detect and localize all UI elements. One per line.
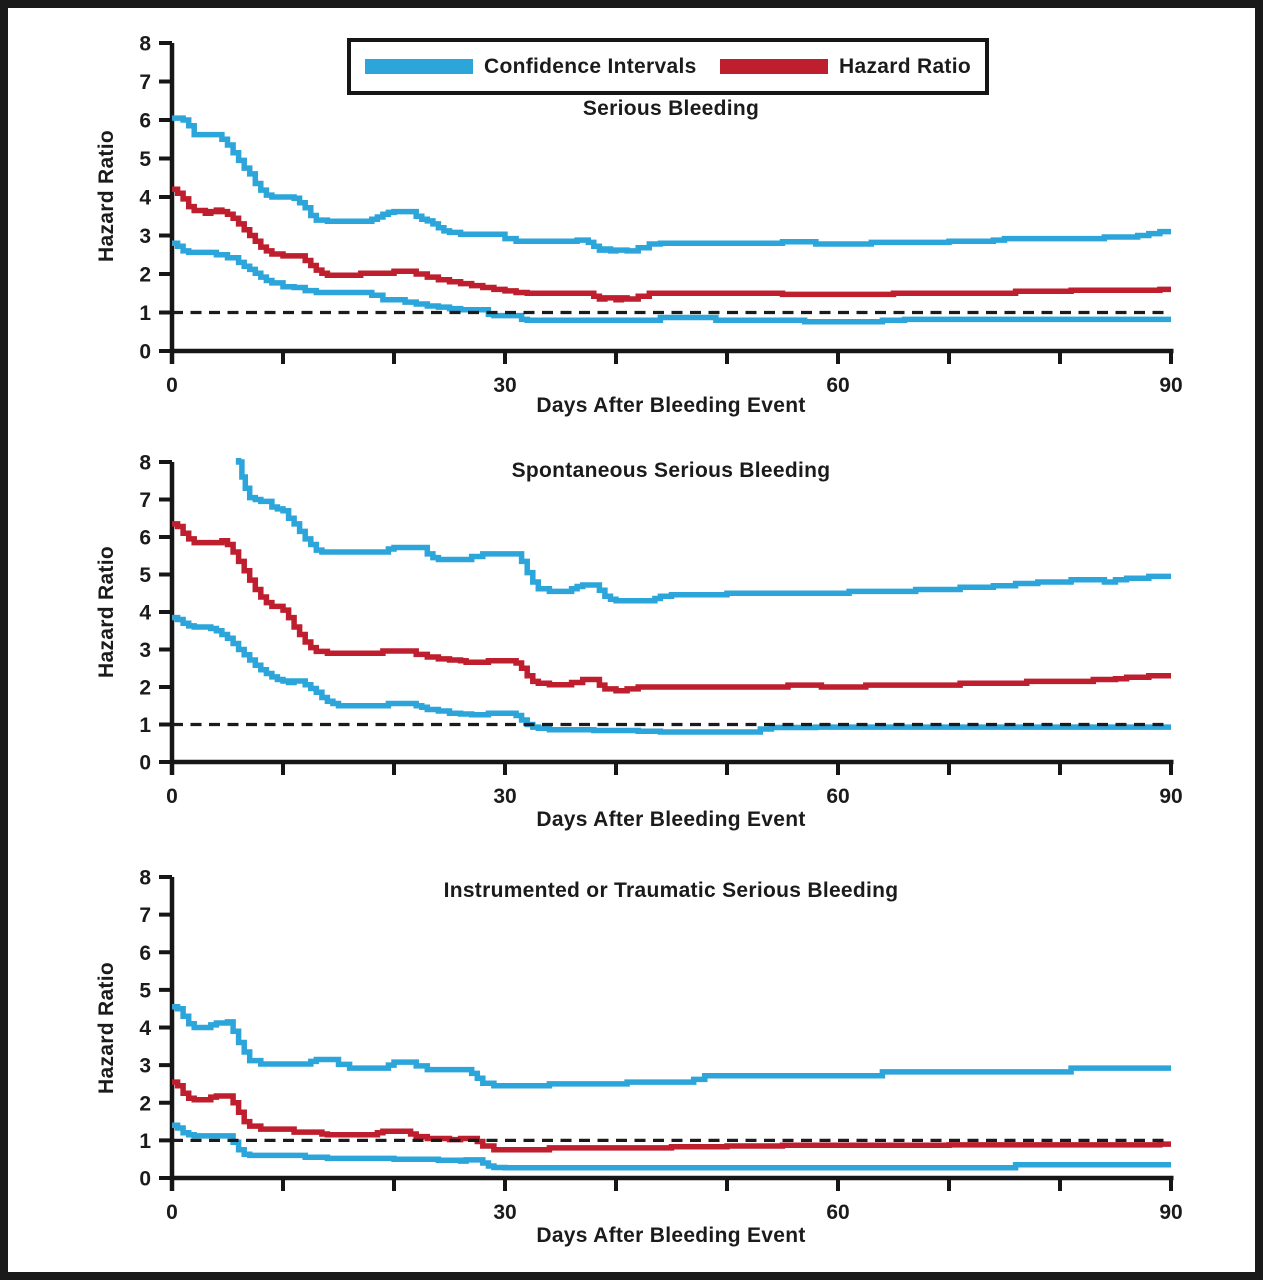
chart-2-x-tick-label: 30 bbox=[493, 785, 516, 808]
chart-2-y-tick-label: 7 bbox=[139, 489, 151, 512]
chart-3-y-axis-label: Hazard Ratio bbox=[95, 962, 118, 1094]
chart-3-y-tick-label: 8 bbox=[139, 867, 151, 890]
chart-1-y-tick-label: 6 bbox=[139, 110, 151, 133]
chart-1-series-lower_confidence_interval bbox=[172, 240, 1171, 325]
chart-2-y-tick-label: 5 bbox=[139, 564, 151, 587]
chart-2-y-tick-label: 1 bbox=[139, 714, 151, 737]
chart-1-x-tick-label: 90 bbox=[1159, 374, 1182, 397]
chart-1-y-tick-label: 2 bbox=[139, 264, 151, 287]
chart-1-y-tick-label: 8 bbox=[139, 33, 151, 56]
chart-3-x-axis-label: Days After Bleeding Event bbox=[536, 1224, 806, 1247]
chart-1-y-tick-label: 1 bbox=[139, 302, 151, 325]
chart-1-x-tick-label: 0 bbox=[166, 374, 178, 397]
chart-3-x-tick-label: 60 bbox=[826, 1201, 849, 1224]
chart-2-series-upper_confidence_interval bbox=[235, 458, 1171, 604]
chart-3-y-tick-label: 7 bbox=[139, 904, 151, 927]
hazard-ratio-line-swatch bbox=[720, 59, 829, 74]
chart-3-y-tick-label: 1 bbox=[139, 1130, 151, 1153]
chart-2-x-tick-label: 60 bbox=[826, 785, 849, 808]
chart-3-y-tick-label: 5 bbox=[139, 979, 151, 1002]
chart-3-x-tick-label: 0 bbox=[166, 1201, 178, 1224]
chart-1-y-tick-label: 5 bbox=[139, 148, 151, 171]
chart-1-x-axis-label: Days After Bleeding Event bbox=[536, 394, 806, 417]
chart-3-y-tick-label: 0 bbox=[139, 1168, 151, 1191]
chart-3-y-tick-label: 4 bbox=[139, 1017, 151, 1040]
chart-2-title: Spontaneous Serious Bleeding bbox=[511, 459, 831, 482]
chart-3-x-tick-label: 90 bbox=[1159, 1201, 1182, 1224]
chart-3-series-lower_confidence_interval bbox=[172, 1122, 1171, 1171]
chart-2-x-axis-label: Days After Bleeding Event bbox=[536, 808, 806, 831]
confidence-intervals-line-swatch bbox=[365, 59, 473, 74]
chart-1-series-hazard_ratio bbox=[172, 186, 1171, 303]
chart-2-y-tick-label: 3 bbox=[139, 639, 151, 662]
legend-item-confidence-intervals: Confidence Intervals bbox=[365, 55, 697, 79]
chart-2-series-hazard_ratio bbox=[172, 521, 1171, 694]
chart-1-x-tick-label: 30 bbox=[493, 374, 516, 397]
chart-2-x-tick-label: 0 bbox=[166, 785, 178, 808]
chart-1-y-axis-label: Hazard Ratio bbox=[95, 130, 118, 262]
chart-3-title: Instrumented or Traumatic Serious Bleedi… bbox=[443, 879, 899, 902]
legend-label-hazard-ratio: Hazard Ratio bbox=[839, 54, 971, 78]
chart-1-x-tick-label: 60 bbox=[826, 374, 849, 397]
chart-1-y-tick-label: 3 bbox=[139, 225, 151, 248]
chart-2-y-axis-label: Hazard Ratio bbox=[95, 546, 118, 678]
chart-2-y-tick-label: 6 bbox=[139, 527, 151, 550]
legend-label-confidence-intervals: Confidence Intervals bbox=[484, 54, 697, 78]
chart-3-series-upper_confidence_interval bbox=[172, 1004, 1171, 1089]
chart-1-series-upper_confidence_interval bbox=[172, 115, 1171, 254]
chart-2-y-tick-label: 8 bbox=[139, 452, 151, 475]
legend: Confidence Intervals Hazard Ratio bbox=[347, 38, 989, 95]
chart-1-title: Serious Bleeding bbox=[582, 97, 760, 120]
chart-3-y-tick-label: 6 bbox=[139, 942, 151, 965]
legend-item-hazard-ratio: Hazard Ratio bbox=[720, 55, 971, 79]
chart-2-x-tick-label: 90 bbox=[1159, 785, 1182, 808]
chart-1-y-tick-label: 0 bbox=[139, 341, 151, 364]
chart-2-y-tick-label: 0 bbox=[139, 752, 151, 775]
chart-2-series-lower_confidence_interval bbox=[172, 614, 1171, 735]
chart-1-y-tick-label: 4 bbox=[139, 187, 151, 210]
chart-2-y-tick-label: 4 bbox=[139, 602, 151, 625]
chart-3-y-tick-label: 2 bbox=[139, 1092, 151, 1115]
chart-3-x-tick-label: 30 bbox=[493, 1201, 516, 1224]
chart-3-series-hazard_ratio bbox=[172, 1079, 1171, 1153]
chart-2-y-tick-label: 2 bbox=[139, 677, 151, 700]
chart-3-y-tick-label: 3 bbox=[139, 1055, 151, 1078]
chart-1-y-tick-label: 7 bbox=[139, 71, 151, 94]
